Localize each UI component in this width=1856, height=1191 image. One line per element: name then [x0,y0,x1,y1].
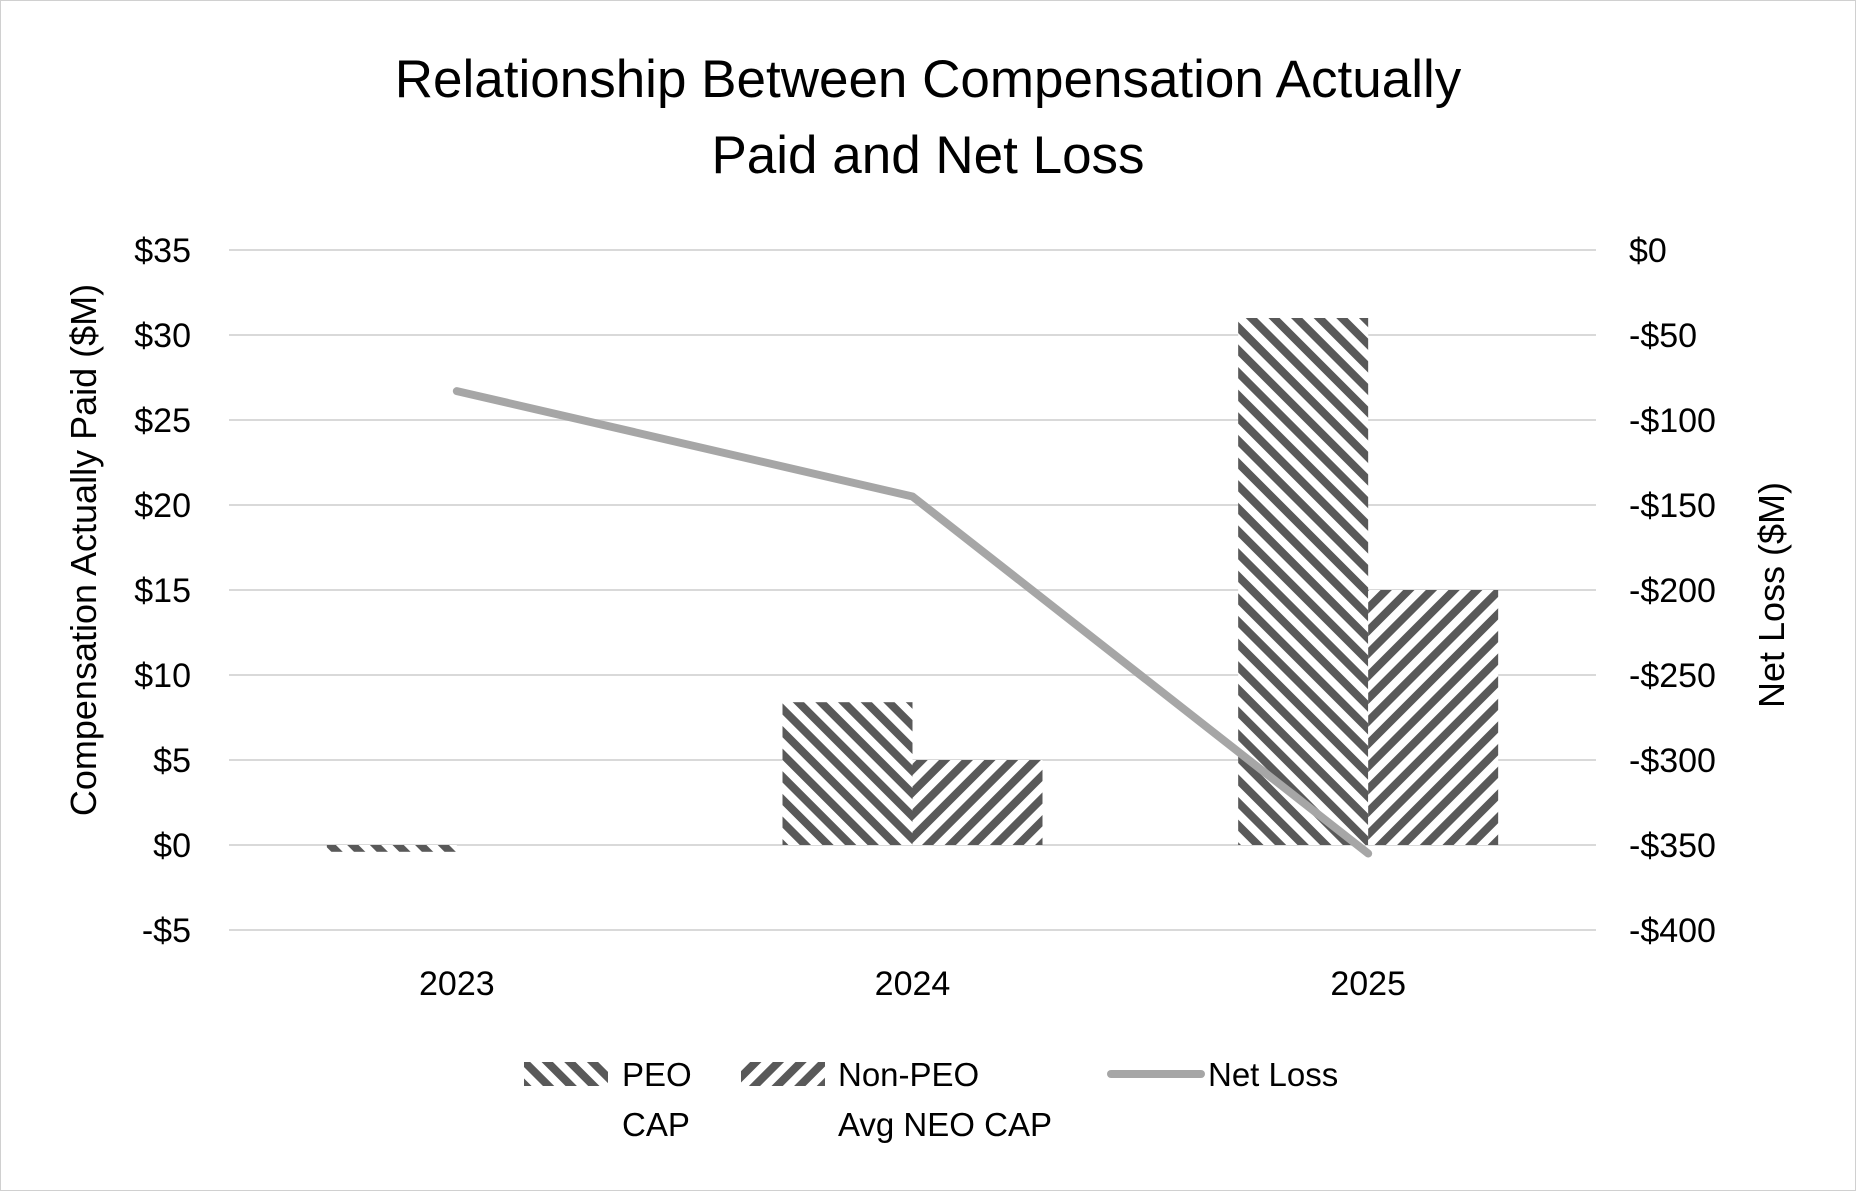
left-tick-label: $0 [153,827,191,865]
category-label: 2023 [419,965,495,1003]
net-loss-line-group [452,387,1373,858]
legend-label-peo-cap-line-2: CAP [622,1106,690,1143]
category-label: 2025 [1330,965,1406,1003]
legend-label-non-peo-line-1: Non-PEO [838,1056,979,1093]
right-tick-label: -$150 [1629,487,1716,525]
non-peo-avg-neo-cap-bar [1368,590,1499,845]
left-axis-title: Compensation Actually Paid ($M) [63,284,104,816]
chart-title-line-2: Paid and Net Loss [711,126,1144,185]
legend-label-net-loss: Net Loss [1208,1056,1338,1093]
right-tick-label: -$300 [1629,742,1716,780]
left-tick-label: $25 [134,402,191,440]
legend-swatch-peo-cap [524,1062,608,1086]
non-peo-avg-neo-cap-bar [912,760,1043,845]
right-tick-label: -$50 [1629,317,1697,355]
legend-label-peo-cap-line-1: PEO [622,1056,692,1093]
right-tick-label: -$200 [1629,572,1716,610]
right-tick-label: -$250 [1629,657,1716,695]
left-tick-label: $20 [134,487,191,525]
left-tick-label: $15 [134,572,191,610]
left-tick-label: $30 [134,317,191,355]
category-label: 2024 [875,965,951,1003]
right-axis-ticks: -$400 -$350 -$300 -$250 -$200 -$150 -$100 -$50 $… [1629,232,1716,950]
left-tick-label: -$5 [142,912,191,950]
right-axis-title: Net Loss ($M) [1751,482,1792,708]
peo-cap-bar [1238,318,1369,845]
category-labels: 2023 2024 2025 [419,965,1406,1003]
right-tick-label: -$350 [1629,827,1716,865]
left-tick-label: $10 [134,657,191,695]
left-tick-label: $35 [134,232,191,270]
right-tick-label: -$400 [1629,912,1716,950]
net-loss-line [452,387,1373,858]
left-tick-label: $5 [153,742,191,780]
peo-cap-bar [782,702,913,845]
bars [326,318,1499,852]
peo-cap-bar [326,845,457,852]
left-axis-ticks: -$5 $0 $5 $10 $15 $20 $25 $30 $35 [134,232,191,950]
right-tick-label: $0 [1629,232,1667,270]
legend-swatch-non-peo [741,1062,825,1086]
chart-title-line-1: Relationship Between Compensation Actual… [395,50,1462,109]
legend-label-non-peo-line-2: Avg NEO CAP [838,1106,1052,1143]
right-tick-label: -$100 [1629,402,1716,440]
legend: PEO CAP Non-PEO Avg NEO CAP Net Loss [524,1056,1338,1143]
